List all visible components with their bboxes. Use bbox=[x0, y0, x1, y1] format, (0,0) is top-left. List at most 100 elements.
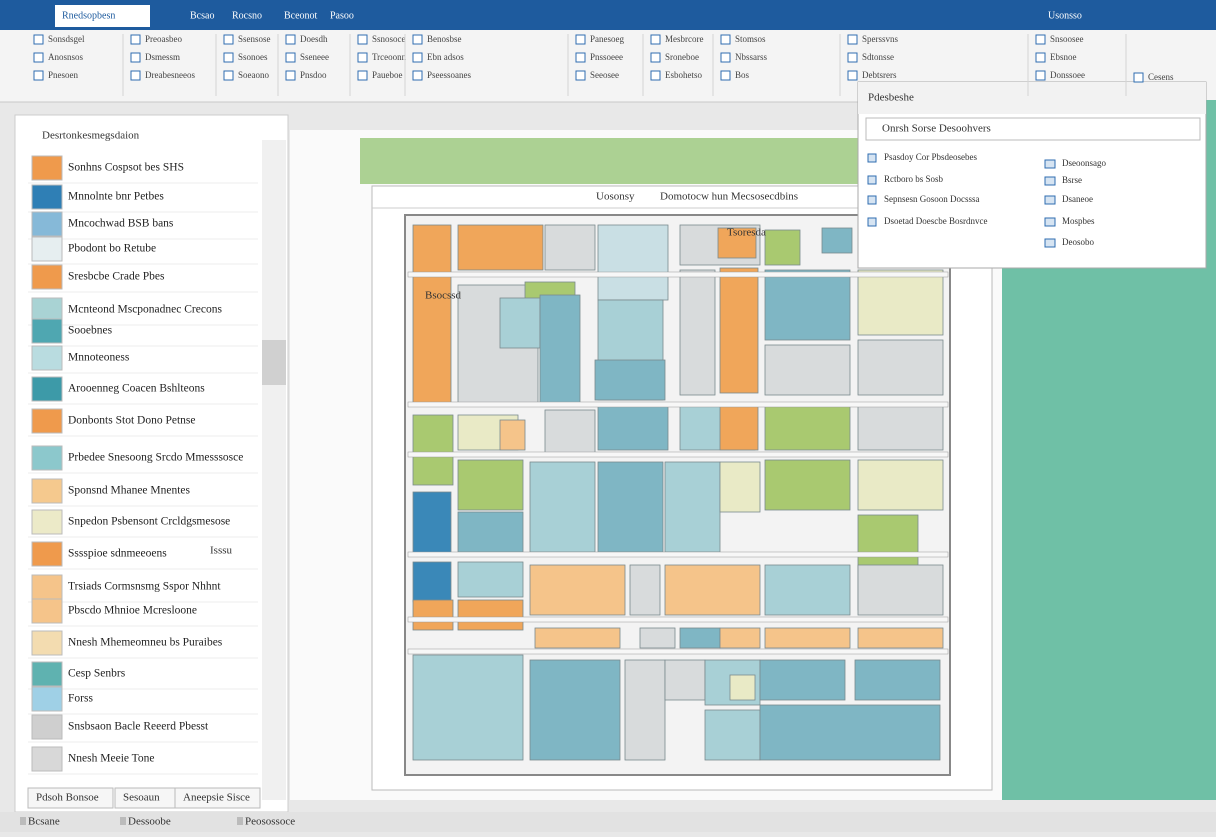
item-label[interactable]: Arooenneg Coacen Bshlteons bbox=[68, 383, 205, 395]
ribbon-icon[interactable] bbox=[1035, 34, 1046, 45]
ribbon-icon[interactable] bbox=[412, 52, 423, 63]
item-thumbnail[interactable] bbox=[31, 574, 63, 600]
item-thumbnail[interactable] bbox=[31, 155, 63, 181]
ribbon-icon[interactable] bbox=[33, 52, 44, 63]
item-thumbnail[interactable] bbox=[31, 445, 63, 471]
ribbon-item[interactable]: Sdtonsse bbox=[862, 52, 894, 62]
search-box[interactable] bbox=[865, 117, 1201, 141]
item-label[interactable]: Pbodont bo Retube bbox=[68, 243, 156, 255]
item-thumbnail[interactable] bbox=[31, 264, 63, 290]
ribbon-icon[interactable] bbox=[720, 34, 731, 45]
ribbon-icon[interactable] bbox=[1035, 52, 1046, 63]
ribbon-icon[interactable] bbox=[285, 70, 296, 81]
ribbon-icon[interactable] bbox=[33, 70, 44, 81]
ribbon-icon[interactable] bbox=[223, 70, 234, 81]
dropdown-item[interactable]: Dsaneoe bbox=[1062, 194, 1093, 204]
ribbon-item[interactable]: Pnssoeee bbox=[590, 52, 623, 62]
ribbon-item[interactable]: Dreabesneeos bbox=[145, 70, 195, 80]
ribbon-icon[interactable] bbox=[650, 70, 661, 81]
ribbon-icon[interactable] bbox=[720, 70, 731, 81]
ribbon-item[interactable]: Sperssvns bbox=[862, 34, 899, 44]
ribbon-item[interactable]: Preoasbeo bbox=[145, 34, 182, 44]
item-label[interactable]: Nnesh Meeie Tone bbox=[68, 753, 155, 765]
ribbon-icon[interactable] bbox=[575, 52, 586, 63]
ribbon-item[interactable]: Trceoonn bbox=[372, 52, 407, 62]
menu-tab[interactable]: Bcsao bbox=[190, 10, 214, 21]
ribbon-item[interactable]: Mesbrcore bbox=[665, 34, 703, 44]
ribbon-icon[interactable] bbox=[650, 34, 661, 45]
footer-tab-label[interactable]: Aneepsie Sisce bbox=[183, 792, 250, 804]
ribbon-item[interactable]: Ebsnoe bbox=[1050, 52, 1077, 62]
item-thumbnail[interactable] bbox=[31, 408, 63, 434]
item-label[interactable]: Snpedon Psbensont Crcldgsmesose bbox=[68, 516, 230, 528]
ribbon-icon[interactable] bbox=[357, 70, 368, 81]
ribbon-item[interactable]: Donssoee bbox=[1050, 70, 1085, 80]
dropdown-icon[interactable] bbox=[867, 175, 877, 185]
ribbon-icon[interactable] bbox=[33, 34, 44, 45]
item-thumbnail[interactable] bbox=[31, 714, 63, 740]
dropdown-icon[interactable] bbox=[1044, 159, 1056, 169]
dropdown-icon[interactable] bbox=[867, 153, 877, 163]
ribbon-item[interactable]: Nbssarss bbox=[735, 52, 767, 62]
ribbon-icon[interactable] bbox=[130, 34, 141, 45]
item-label[interactable]: Sssspioe sdnmeeoens bbox=[68, 548, 167, 560]
item-label[interactable]: Mncochwad BSB bans bbox=[68, 218, 174, 230]
item-thumbnail[interactable] bbox=[31, 376, 63, 402]
ribbon-item[interactable]: Doesdh bbox=[300, 34, 328, 44]
ribbon-item[interactable]: Benosbse bbox=[427, 34, 462, 44]
dropdown-item[interactable]: Rctboro bs Sosb bbox=[884, 174, 944, 184]
menu-tab[interactable]: Bceonot bbox=[284, 10, 318, 21]
ribbon-icon[interactable] bbox=[357, 34, 368, 45]
dropdown-icon[interactable] bbox=[867, 217, 877, 227]
ribbon-icon[interactable] bbox=[720, 52, 731, 63]
item-label[interactable]: Mnnolnte bnr Petbes bbox=[68, 191, 164, 203]
dropdown-item[interactable]: Dseoonsago bbox=[1062, 158, 1106, 168]
ribbon-item[interactable]: Seeosee bbox=[590, 70, 619, 80]
ribbon-item[interactable]: Soeaono bbox=[238, 70, 269, 80]
dropdown-icon[interactable] bbox=[1044, 176, 1056, 186]
item-label[interactable]: Cesp Senbrs bbox=[68, 668, 126, 680]
menu-tab[interactable]: Rnedsopbesn bbox=[62, 10, 115, 21]
item-thumbnail[interactable] bbox=[31, 345, 63, 371]
item-label[interactable]: Donbonts Stot Dono Petnse bbox=[68, 415, 195, 427]
ribbon-item[interactable]: Ssonoes bbox=[238, 52, 268, 62]
ribbon-icon[interactable] bbox=[412, 70, 423, 81]
ribbon-item[interactable]: Debtsrers bbox=[862, 70, 897, 80]
dropdown-item[interactable]: Psasdoy Cor Pbsdeosebes bbox=[884, 152, 977, 162]
item-label[interactable]: Mcnteond Mscponadnec Crecons bbox=[68, 304, 222, 316]
ribbon-icon[interactable] bbox=[285, 34, 296, 45]
item-thumbnail[interactable] bbox=[31, 478, 63, 504]
ribbon-item[interactable]: Anosnsos bbox=[48, 52, 84, 62]
item-label[interactable]: Prbedee Snesoong Srcdo Mmesssosce bbox=[68, 452, 243, 464]
ribbon-item[interactable]: Ebn adsos bbox=[427, 52, 464, 62]
item-label[interactable]: Mnnoteoness bbox=[68, 352, 130, 364]
item-thumbnail[interactable] bbox=[31, 686, 63, 712]
item-label[interactable]: Sresbcbe Crade Pbes bbox=[68, 271, 165, 283]
dropdown-item[interactable]: Sepnsesn Gosoon Docsssa bbox=[884, 194, 980, 204]
ribbon-icon[interactable] bbox=[130, 52, 141, 63]
ribbon-icon[interactable] bbox=[357, 52, 368, 63]
footer-tab[interactable] bbox=[27, 787, 114, 809]
ribbon-item[interactable]: Ssensose bbox=[238, 34, 271, 44]
item-thumbnail[interactable] bbox=[31, 661, 63, 687]
ribbon-item[interactable]: Cesens bbox=[1148, 72, 1174, 82]
ribbon-icon[interactable] bbox=[130, 70, 141, 81]
ribbon-item[interactable]: Dsmessm bbox=[145, 52, 180, 62]
ribbon-item[interactable]: Esbohetso bbox=[665, 70, 702, 80]
dropdown-icon[interactable] bbox=[1044, 217, 1056, 227]
ribbon-icon[interactable] bbox=[1133, 72, 1144, 83]
item-thumbnail[interactable] bbox=[31, 630, 63, 656]
item-label[interactable]: Pbscdo Mhnioe Mcresloone bbox=[68, 605, 197, 617]
menu-tab[interactable]: Pasoo bbox=[330, 10, 354, 21]
ribbon-icon[interactable] bbox=[847, 52, 858, 63]
ribbon-item[interactable]: Pnesoen bbox=[48, 70, 78, 80]
dropdown-item[interactable]: Deosobo bbox=[1062, 237, 1094, 247]
ribbon-icon[interactable] bbox=[285, 52, 296, 63]
ribbon-item[interactable]: Snsoosee bbox=[1050, 34, 1084, 44]
ribbon-item[interactable]: Sonsdsgel bbox=[48, 34, 85, 44]
item-label[interactable]: Nnesh Mhemeomneu bs Puraibes bbox=[68, 637, 223, 649]
ribbon-item[interactable]: Sroneboe bbox=[665, 52, 699, 62]
item-label[interactable]: Forss bbox=[68, 693, 93, 705]
dropdown-item[interactable]: Bsrse bbox=[1062, 175, 1082, 185]
ribbon-icon[interactable] bbox=[650, 52, 661, 63]
